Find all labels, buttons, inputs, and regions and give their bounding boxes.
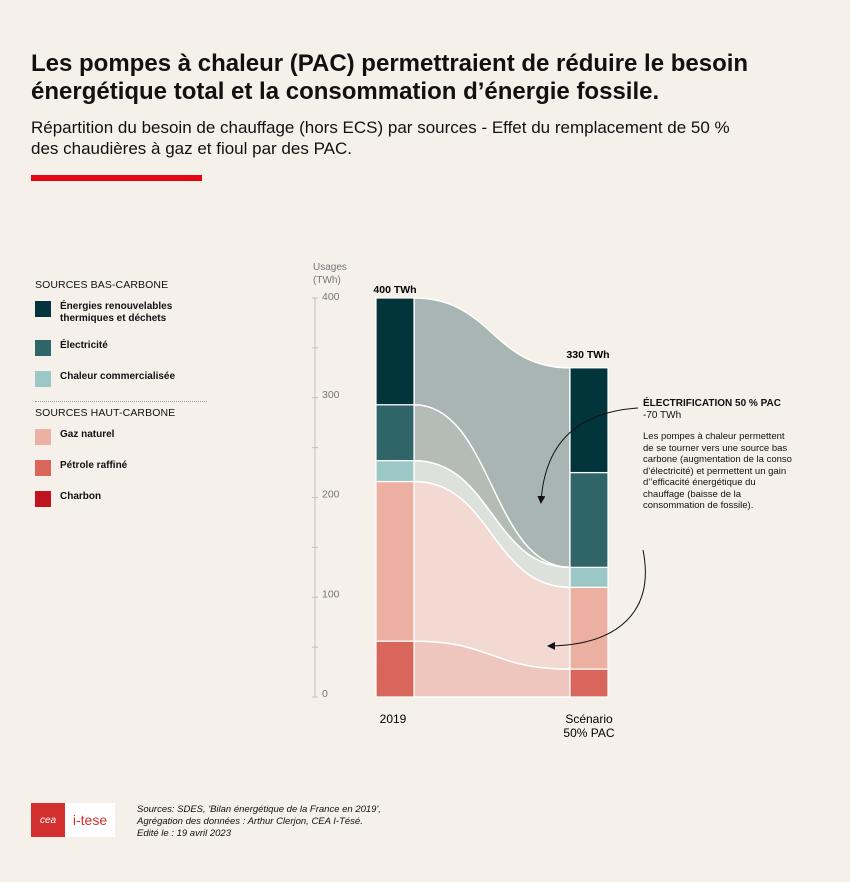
cea-logo: cea <box>31 803 65 837</box>
legend-item-gaz: Gaz naturel <box>35 428 210 445</box>
footer-source-line: Sources: SDES, 'Bilan énergétique de la … <box>137 804 381 815</box>
bar-segment <box>569 471 609 568</box>
x-category-label: 2019 <box>380 712 407 726</box>
bar-segment <box>569 367 609 474</box>
footer-sources: Sources: SDES, 'Bilan énergétique de la … <box>137 804 381 840</box>
bar-segment <box>375 480 415 642</box>
legend-item-electricite: Électricité <box>35 339 210 356</box>
accent-bar <box>31 175 202 181</box>
bar-segment <box>569 586 609 670</box>
annotation-arrow-bottom <box>547 549 646 650</box>
y-tick-label: 100 <box>322 588 340 600</box>
legend-item-chaleur: Chaleur commercialisée <box>35 370 210 387</box>
legend-label: Électricité <box>60 340 108 351</box>
annotation-body: Les pompes à chaleur permettent de se to… <box>643 431 792 511</box>
legend-label: Pétrole raffiné <box>60 460 128 471</box>
legend-label: Énergies renouvelables thermiques et déc… <box>60 301 173 324</box>
y-tick-label: 300 <box>322 389 340 401</box>
y-axis-label: Usages <box>313 262 347 273</box>
electrification-annotation: ÉLECTRIFICATION 50 % PAC -70 TWh Les pom… <box>643 398 793 512</box>
y-axis-label: (TWh) <box>313 275 341 286</box>
total-label: 330 TWh <box>566 349 609 361</box>
legend-label: Charbon <box>60 491 102 502</box>
itese-logo: i-tese <box>65 803 115 837</box>
annotation-arrow-top <box>537 407 639 504</box>
legend-swatch <box>35 460 51 476</box>
footer-source-line: Agrégation des données : Arthur Clerjon,… <box>137 816 363 827</box>
annotation-title: ÉLECTRIFICATION 50 % PAC <box>643 398 781 409</box>
bar-segment <box>375 459 415 483</box>
legend-item-renouvelables: Énergies renouvelables thermiques et déc… <box>35 300 210 325</box>
total-label: 400 TWh <box>373 284 416 296</box>
legend-swatch <box>35 340 51 356</box>
annotation-subtitle: -70 TWh <box>643 410 682 421</box>
legend: SOURCES BAS-CARBONE Énergies renouvelabl… <box>35 279 210 521</box>
bar-segment <box>569 668 609 698</box>
legend-swatch <box>35 429 51 445</box>
legend-divider <box>35 401 207 402</box>
bar-segment <box>569 566 609 588</box>
legend-item-petrole: Pétrole raffiné <box>35 459 210 476</box>
chart-title: Les pompes à chaleur (PAC) permettraient… <box>31 50 749 105</box>
x-category-label: Scénario <box>565 712 613 726</box>
y-tick-label: 0 <box>322 688 328 700</box>
legend-swatch <box>35 491 51 507</box>
legend-high-carbon-title: SOURCES HAUT-CARBONE <box>35 407 176 419</box>
legend-swatch <box>35 371 51 387</box>
footer-edit-date: Edité le : 19 avril 2023 <box>137 828 232 839</box>
cea-itese-logo: cea i-tese <box>31 803 115 837</box>
legend-low-carbon-title: SOURCES BAS-CARBONE <box>35 279 169 291</box>
legend-label: Chaleur commercialisée <box>60 371 176 382</box>
legend-swatch <box>35 301 51 317</box>
legend-item-charbon: Charbon <box>35 490 210 507</box>
bar-segment <box>375 640 415 698</box>
bar-segment <box>375 404 415 462</box>
y-tick-label: 200 <box>322 489 340 501</box>
legend-label: Gaz naturel <box>60 429 115 440</box>
chart-subtitle: Répartition du besoin de chauffage (hors… <box>31 118 730 158</box>
y-tick-label: 400 <box>322 291 340 303</box>
x-category-label: 50% PAC <box>563 726 614 740</box>
bar-segment <box>375 297 415 406</box>
